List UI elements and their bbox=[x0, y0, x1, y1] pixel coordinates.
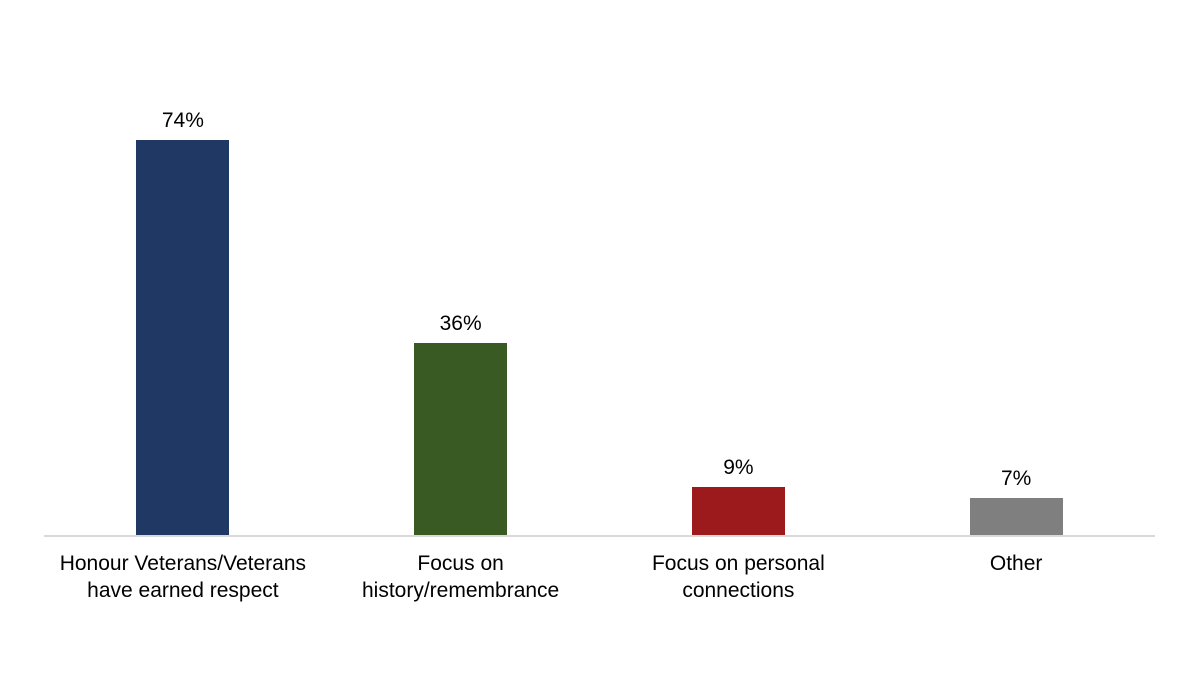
plot-area: 74% 36% 9% 7% bbox=[44, 0, 1155, 535]
bar-group-history-remembrance: 36% bbox=[322, 0, 600, 535]
bar-value-label: 7% bbox=[1000, 466, 1032, 490]
category-axis-labels: Honour Veterans/Veterans have earned res… bbox=[44, 550, 1155, 604]
category-label-history-remembrance: Focus on history/remembrance bbox=[362, 552, 560, 602]
category-label-honour-veterans: Honour Veterans/Veterans have earned res… bbox=[59, 552, 307, 602]
bar-value-label: 36% bbox=[439, 311, 482, 335]
category-label-other: Other bbox=[989, 552, 1043, 575]
category-label-personal-connections: Focus on personal connections bbox=[651, 552, 825, 602]
bar-value-label: 74% bbox=[161, 108, 204, 132]
bar-personal-connections bbox=[691, 486, 785, 535]
bar-group-personal-connections: 9% bbox=[600, 0, 878, 535]
x-axis-line bbox=[44, 535, 1155, 537]
bar-other bbox=[969, 497, 1063, 535]
bar-history-remembrance bbox=[414, 342, 508, 535]
bar-honour-veterans bbox=[136, 139, 230, 535]
bar-group-honour-veterans: 74% bbox=[44, 0, 322, 535]
bar-value-label: 9% bbox=[723, 455, 754, 479]
bar-group-other: 7% bbox=[877, 0, 1155, 535]
